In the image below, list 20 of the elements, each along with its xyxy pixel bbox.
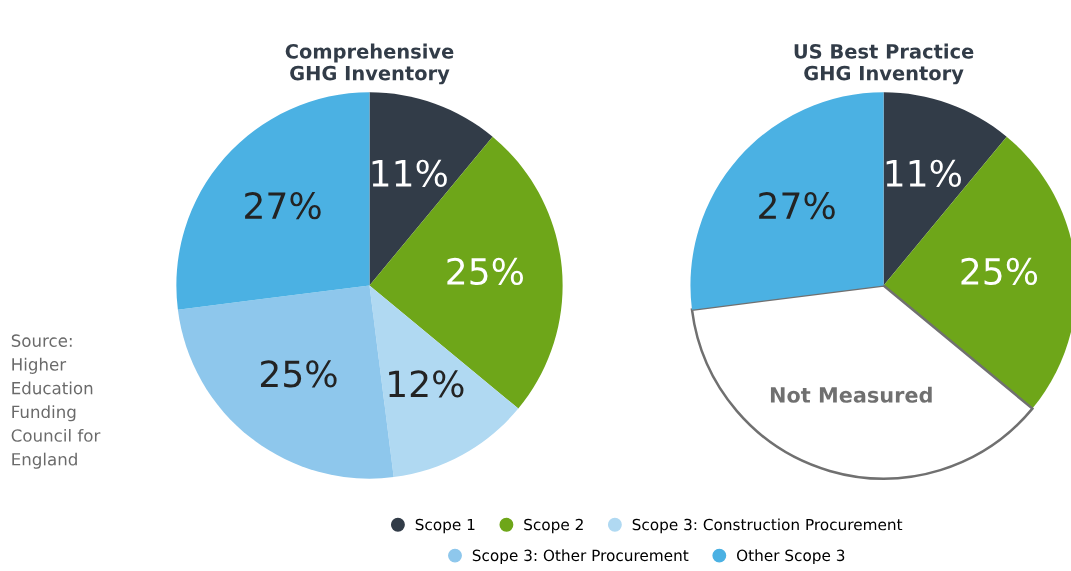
legend-label: Scope 3: Construction Procurement: [632, 518, 903, 534]
slice-label: Not Measured: [770, 386, 932, 403]
legend-label: Scope 3: Other Procurement: [472, 549, 689, 565]
legend-label: Scope 2: [524, 518, 583, 534]
data-label: 12%: [389, 370, 464, 398]
data-label: 25%: [961, 257, 1038, 286]
chart-title: Comprehensive GHG Inventory: [285, 43, 454, 85]
data-label: 11%: [886, 159, 961, 187]
data-label: 11%: [372, 159, 447, 187]
pie-slice: [176, 92, 370, 310]
chart-title: US Best Practice GHG Inventory: [794, 43, 974, 85]
data-label: 25%: [447, 257, 523, 286]
data-label: 27%: [245, 192, 321, 220]
source-note: Source: Higher Education Funding Council for England: [11, 334, 101, 469]
pie-slice: [369, 285, 519, 478]
pie-slice: [369, 136, 563, 409]
legend-label: Other Scope 3: [736, 549, 845, 565]
data-label: 27%: [759, 192, 835, 220]
data-label: 25%: [260, 360, 337, 388]
legend-label: Scope 1: [415, 518, 475, 534]
